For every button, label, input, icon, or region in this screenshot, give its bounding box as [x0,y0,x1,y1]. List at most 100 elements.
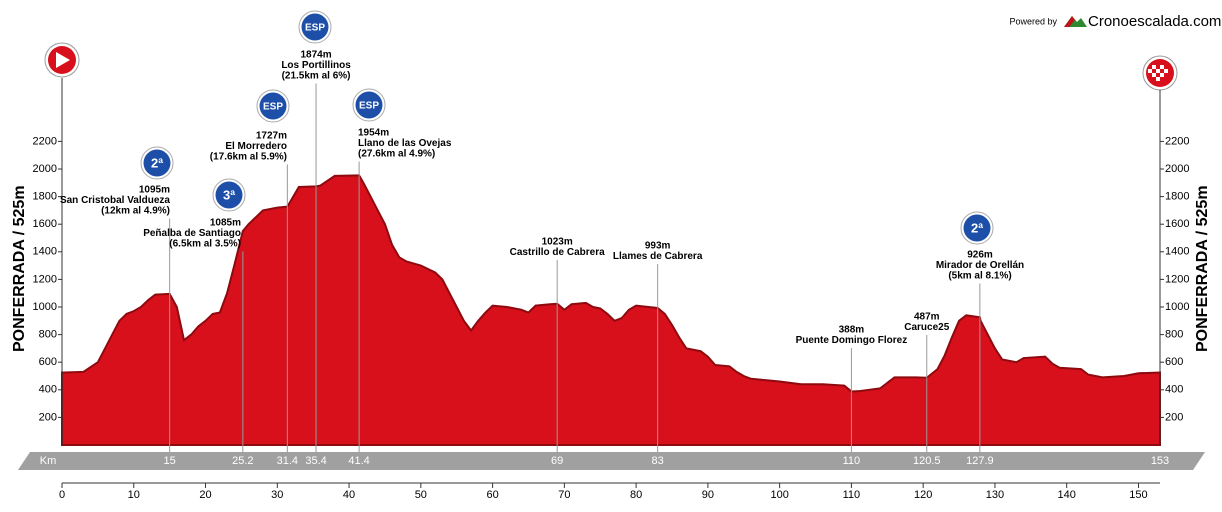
category-label: ESP [263,102,283,113]
y-tick-label: 1600 [33,218,57,230]
climb-name: Castrillo de Cabrera [510,247,605,258]
km-marker: 110 [843,455,861,467]
km-bar [18,452,1205,470]
x-tick-label: 60 [486,489,498,501]
x-tick-label: 120 [914,489,932,501]
climb-altitude: 1085m [210,218,241,229]
category-label: 2ª [151,155,163,170]
climb-altitude: 1095m [139,185,170,196]
climb-altitude: 1954m [358,128,389,139]
climb-name: Caruce25 [904,322,949,333]
x-tick-label: 30 [271,489,283,501]
x-tick-label: 20 [199,489,211,501]
climb-detail: (6.5km al 3.5%) [169,239,241,250]
x-tick-label: 40 [343,489,355,501]
climb-name: Peñalba de Santiago [143,228,241,239]
climb-altitude: 926m [967,250,993,261]
y-tick-label: 1800 [33,191,57,203]
km-marker: 83 [652,455,664,467]
category-icon-inner [963,214,991,242]
y-tick-label: 2000 [33,163,57,175]
y-tick-label: 1200 [1165,273,1189,285]
x-tick-label: 150 [1129,489,1147,501]
climb-detail: (12km al 4.9%) [101,206,170,217]
y-tick-label: 600 [39,356,57,368]
km-label: Km [40,455,57,467]
km-marker: 31.4 [277,455,298,467]
x-tick-label: 10 [128,489,140,501]
category-icon-inner [215,181,243,209]
climb-detail: (27.6km al 4.9%) [358,149,435,160]
y-tick-label: 1400 [33,246,57,258]
y-tick-label: 2000 [1165,163,1189,175]
start-label: PONFERRADA / 525m [11,185,28,352]
x-tick-label: 100 [770,489,788,501]
y-tick-label: 600 [1165,356,1183,368]
start-icon [44,42,80,78]
km-marker: 15 [164,455,176,467]
y-tick-label: 1000 [1165,301,1189,313]
brand-logo [1064,16,1087,27]
climb-altitude: 1727m [256,131,287,142]
y-tick-label: 2200 [33,135,57,147]
climb-detail: (5km al 8.1%) [948,271,1011,282]
km-marker: 153 [1151,455,1169,467]
km-marker: 127.9 [966,455,994,467]
climb-altitude: 487m [914,312,940,323]
climb-name: Los Portillinos [281,60,351,71]
climb-name: El Morredero [225,141,287,152]
category-label: 3ª [223,187,235,202]
x-tick-label: 80 [630,489,642,501]
climb-name: San Cristobal Valdueza [60,195,170,206]
y-tick-label: 800 [1165,329,1183,341]
climb-name: Mirador de Orellán [936,260,1024,271]
climb-name: Llano de las Ovejas [358,138,452,149]
x-tick-label: 130 [986,489,1004,501]
climb-altitude: 1023m [542,237,573,248]
y-tick-label: 200 [1165,411,1183,423]
y-tick-label: 1400 [1165,246,1189,258]
climb-altitude: 993m [645,241,671,252]
x-tick-label: 90 [702,489,714,501]
km-marker: 120.5 [913,455,941,467]
powered-by: Powered by [1009,16,1057,26]
y-tick-label: 1000 [33,301,57,313]
y-tick-label: 400 [1165,384,1183,396]
x-tick-label: 70 [558,489,570,501]
category-label: ESP [359,101,379,112]
y-tick-label: 2200 [1165,135,1189,147]
y-tick-label: 400 [39,384,57,396]
km-marker: 69 [551,455,563,467]
climb-name: Llames de Cabrera [613,251,703,262]
brand: Cronoescalada.com [1088,13,1221,30]
y-tick-label: 800 [39,329,57,341]
category-icon-inner [259,92,287,120]
y-tick-label: 1200 [33,273,57,285]
climb-name: Puente Domingo Florez [796,335,908,346]
km-marker: 25.2 [232,455,253,467]
climb-detail: (21.5km al 6%) [282,71,351,82]
climb-detail: (17.6km al 5.9%) [210,152,287,163]
y-tick-label: 200 [39,411,57,423]
x-tick-label: 50 [415,489,427,501]
x-tick-label: 0 [59,489,65,501]
category-label: 2ª [971,220,983,235]
km-marker: 41.4 [348,455,369,467]
category-label: ESP [305,23,325,34]
x-tick-label: 140 [1058,489,1076,501]
category-icon-inner [143,149,171,177]
elevation-area [61,174,1161,446]
km-marker: 35.4 [305,455,326,467]
climb-altitude: 1874m [300,50,331,61]
